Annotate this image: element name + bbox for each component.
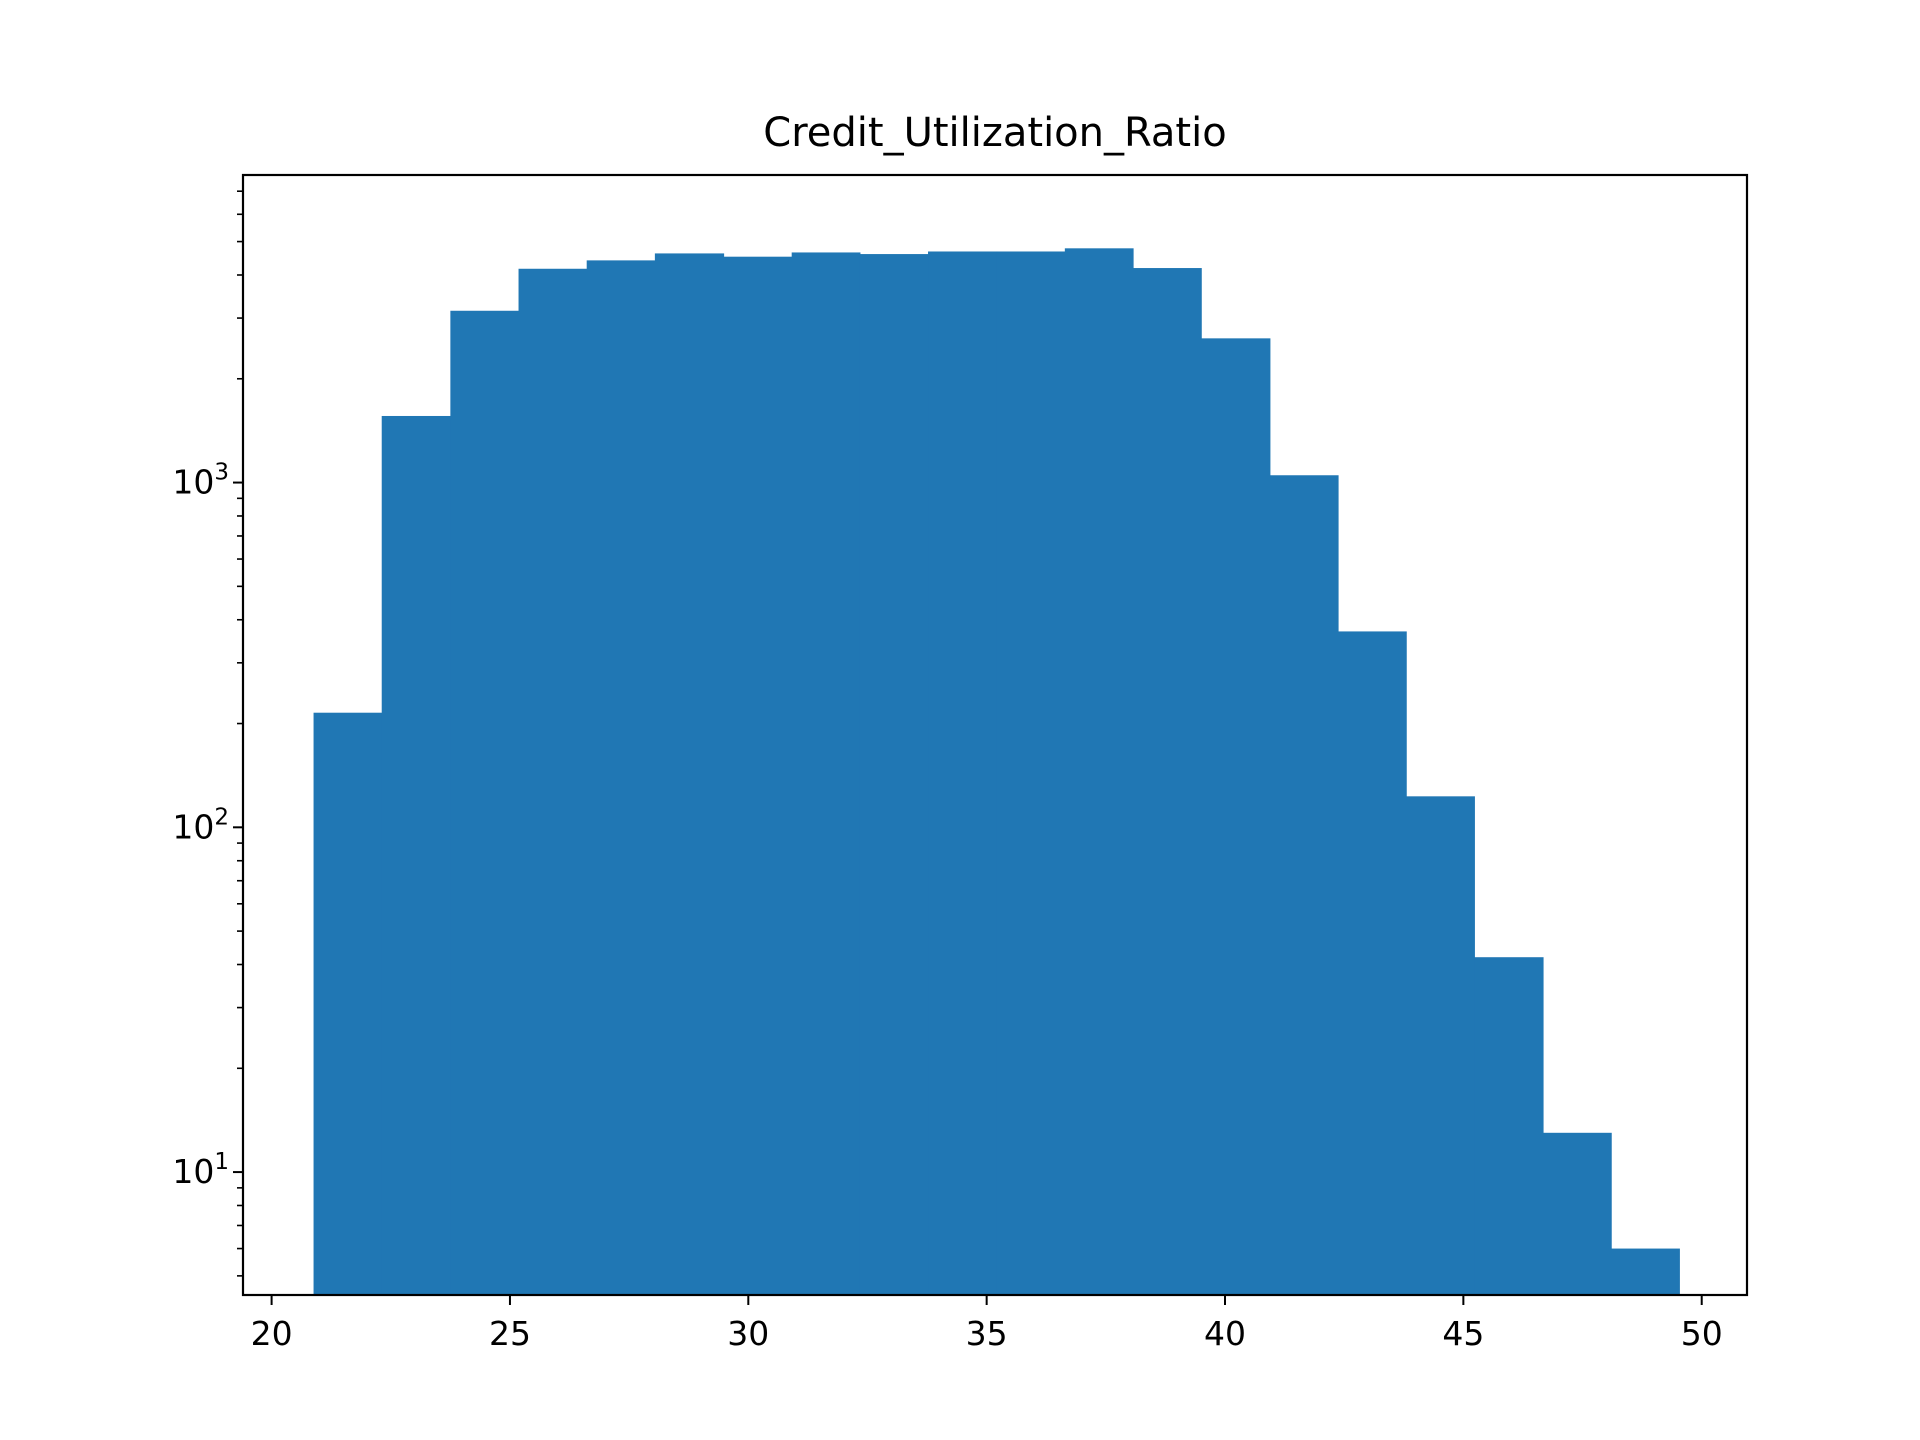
histogram-bar — [1337, 631, 1407, 1295]
chart-title: Credit_Utilization_Ratio — [763, 110, 1226, 156]
bars-layer — [313, 248, 1680, 1296]
y-tick-exponent: 3 — [214, 460, 229, 486]
histogram-bar — [518, 268, 588, 1296]
histogram-bar — [654, 253, 725, 1295]
histogram-bar — [1474, 957, 1544, 1295]
x-tick-label: 40 — [1204, 1314, 1246, 1353]
histogram-bar — [1064, 248, 1134, 1296]
histogram-bar — [1542, 1132, 1612, 1295]
x-axis: 20 25 30 35 40 45 50 — [251, 1295, 1723, 1353]
x-tick-label: 20 — [251, 1314, 293, 1353]
y-tick-exponent: 2 — [214, 804, 229, 830]
histogram-bar — [586, 260, 656, 1296]
histogram-bar — [1269, 475, 1339, 1296]
histogram-bar — [1133, 268, 1202, 1295]
x-tick-label: 35 — [966, 1314, 1008, 1353]
x-tick-label: 50 — [1681, 1314, 1723, 1353]
histogram-bar — [313, 712, 383, 1295]
histogram-bar — [1611, 1248, 1680, 1295]
x-tick-label: 30 — [727, 1314, 769, 1353]
y-tick-base: 10 — [172, 807, 214, 846]
y-tick-label: 101 — [172, 1149, 229, 1191]
histogram-bar — [450, 310, 520, 1296]
histogram-bar — [996, 251, 1066, 1295]
x-tick-label: 25 — [489, 1314, 531, 1353]
histogram-bar — [791, 252, 861, 1296]
histogram-bar — [859, 254, 929, 1295]
y-tick-label: 103 — [172, 460, 229, 502]
plot-frame — [241, 173, 1749, 1297]
histogram-bar — [928, 251, 998, 1295]
y-tick-exponent: 1 — [214, 1149, 229, 1175]
histogram-bar — [723, 256, 793, 1295]
histogram-bar — [1406, 796, 1475, 1295]
x-tick-label: 45 — [1442, 1314, 1484, 1353]
histogram-bar — [381, 415, 451, 1295]
y-tick-label: 102 — [172, 804, 229, 846]
histogram-bar — [1201, 338, 1271, 1295]
y-tick-base: 10 — [172, 1152, 214, 1191]
y-tick-base: 10 — [172, 463, 214, 502]
